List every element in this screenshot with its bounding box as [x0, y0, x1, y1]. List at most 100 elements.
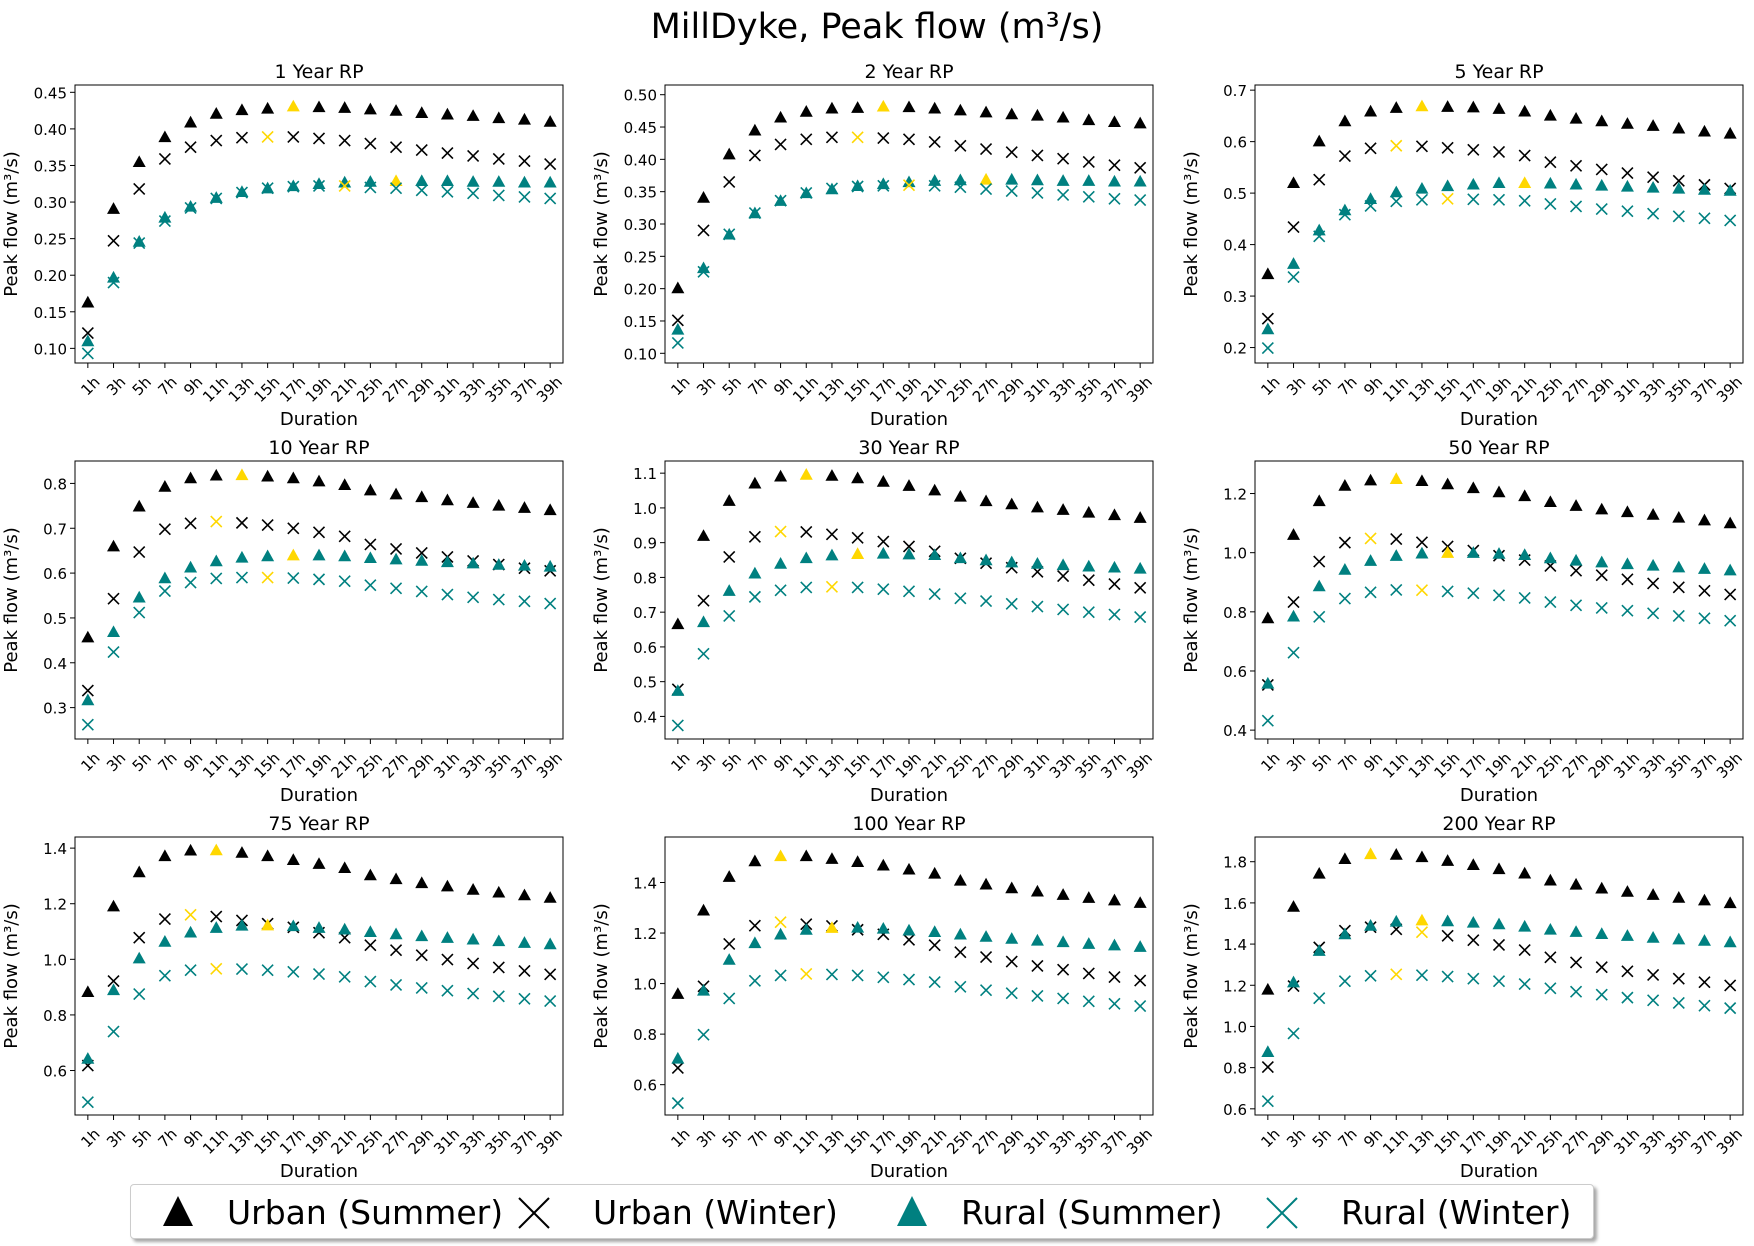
x-marker — [81, 718, 94, 731]
triangle-marker — [953, 173, 967, 186]
triangle-marker — [774, 849, 788, 862]
triangle-marker-icon — [163, 1195, 193, 1226]
x-marker — [1390, 583, 1403, 597]
triangle-marker — [466, 556, 480, 569]
x-tick-label: 39h — [1123, 373, 1156, 406]
x-marker — [748, 530, 761, 543]
x-marker — [389, 582, 403, 595]
triangle-marker — [1133, 174, 1147, 187]
triangle-marker — [825, 548, 839, 561]
triangle-marker — [1646, 180, 1660, 193]
x-marker — [1390, 195, 1403, 208]
x-marker — [1313, 173, 1326, 186]
triangle-marker — [1518, 548, 1532, 560]
triangle-marker — [979, 105, 993, 118]
x-marker — [851, 531, 864, 544]
subplot: 200 Year RP 0.6 0.8 1.0 1.2 1.4 1.6 1.8 1h 3h 5h 7h… — [1181, 813, 1746, 1182]
x-tick-label: 31h — [430, 373, 463, 406]
x-marker — [389, 141, 403, 154]
x-marker — [671, 1097, 684, 1110]
x-tick-label: 39h — [533, 1125, 566, 1158]
x-tick-label: 21h — [917, 749, 950, 782]
triangle-marker — [902, 175, 916, 188]
triangle-marker — [928, 866, 942, 879]
legend-item-urban-summer: Urban (Summer) — [155, 1185, 503, 1240]
x-marker — [774, 584, 787, 597]
y-tick-label: 0.8 — [43, 1007, 67, 1025]
triangle-marker — [235, 468, 249, 481]
triangle-marker — [389, 487, 403, 500]
x-marker — [492, 961, 505, 974]
triangle-marker — [1312, 866, 1326, 879]
triangle-marker — [312, 921, 326, 933]
y-tick-label: 0.6 — [633, 639, 657, 657]
triangle-marker — [1723, 896, 1737, 909]
x-tick-label: 17h — [866, 373, 899, 406]
x-marker — [287, 522, 300, 535]
triangle-marker — [1441, 546, 1455, 558]
triangle-marker — [1672, 181, 1686, 194]
triangle-marker — [748, 476, 762, 489]
x-tick-label: 19h — [302, 373, 335, 406]
triangle-marker — [876, 475, 890, 487]
x-marker — [81, 1096, 94, 1109]
legend: Urban (Summer) Urban (Winter) Rural (Sum… — [130, 1184, 1594, 1239]
x-marker — [467, 149, 480, 163]
triangle-marker — [132, 865, 146, 878]
x-marker — [1518, 194, 1531, 207]
x-marker — [1492, 145, 1506, 158]
x-tick-label: 1h — [667, 373, 693, 399]
triangle-marker — [312, 177, 326, 189]
x-marker — [774, 525, 787, 538]
x-marker — [312, 967, 326, 981]
triangle-marker — [235, 918, 249, 931]
triangle-marker — [440, 493, 454, 506]
x-marker — [287, 571, 300, 585]
x-marker — [518, 964, 531, 978]
x-marker — [184, 517, 197, 530]
x-marker — [1287, 646, 1300, 659]
triangle-marker — [1723, 126, 1737, 139]
x-marker — [1338, 149, 1351, 163]
triangle-marker — [748, 123, 762, 136]
x-marker — [467, 957, 480, 970]
x-marker — [979, 142, 993, 156]
triangle-marker — [671, 617, 685, 630]
x-marker — [1057, 992, 1070, 1005]
triangle-marker — [722, 584, 736, 596]
x-marker — [1492, 938, 1506, 951]
triangle-marker — [1312, 494, 1326, 507]
x-tick-label: 33h — [456, 1125, 489, 1158]
x-tick-label: 33h — [1046, 749, 1079, 782]
triangle-marker — [492, 934, 506, 947]
y-tick-label: 1.0 — [43, 951, 67, 969]
x-marker — [544, 597, 557, 610]
x-marker — [338, 970, 351, 983]
y-tick-label: 0.7 — [1223, 82, 1247, 100]
x-marker — [287, 130, 300, 144]
triangle-marker — [1030, 884, 1044, 897]
x-marker — [364, 975, 377, 988]
x-marker — [800, 525, 813, 538]
x-marker-icon — [518, 1196, 550, 1229]
x-tick-label: 1h — [667, 749, 693, 775]
x-marker — [697, 647, 710, 660]
x-marker — [1031, 149, 1044, 162]
x-marker — [1108, 608, 1121, 621]
x-tick-label: 3h — [693, 749, 719, 775]
x-marker — [1647, 968, 1660, 982]
x-marker — [415, 144, 428, 157]
triangle-marker — [312, 474, 326, 487]
triangle-marker — [1133, 896, 1147, 908]
x-marker — [1672, 609, 1685, 623]
x-tick-label: 17h — [1456, 1125, 1489, 1158]
x-marker — [1057, 963, 1070, 976]
triangle-marker — [1518, 919, 1532, 932]
x-marker — [415, 546, 428, 559]
x-tick-label: 15h — [1430, 1125, 1463, 1158]
triangle-marker — [1543, 108, 1557, 121]
x-marker — [748, 919, 761, 932]
triangle-marker — [722, 870, 736, 882]
x-marker — [158, 523, 171, 536]
triangle-marker — [1107, 560, 1121, 573]
